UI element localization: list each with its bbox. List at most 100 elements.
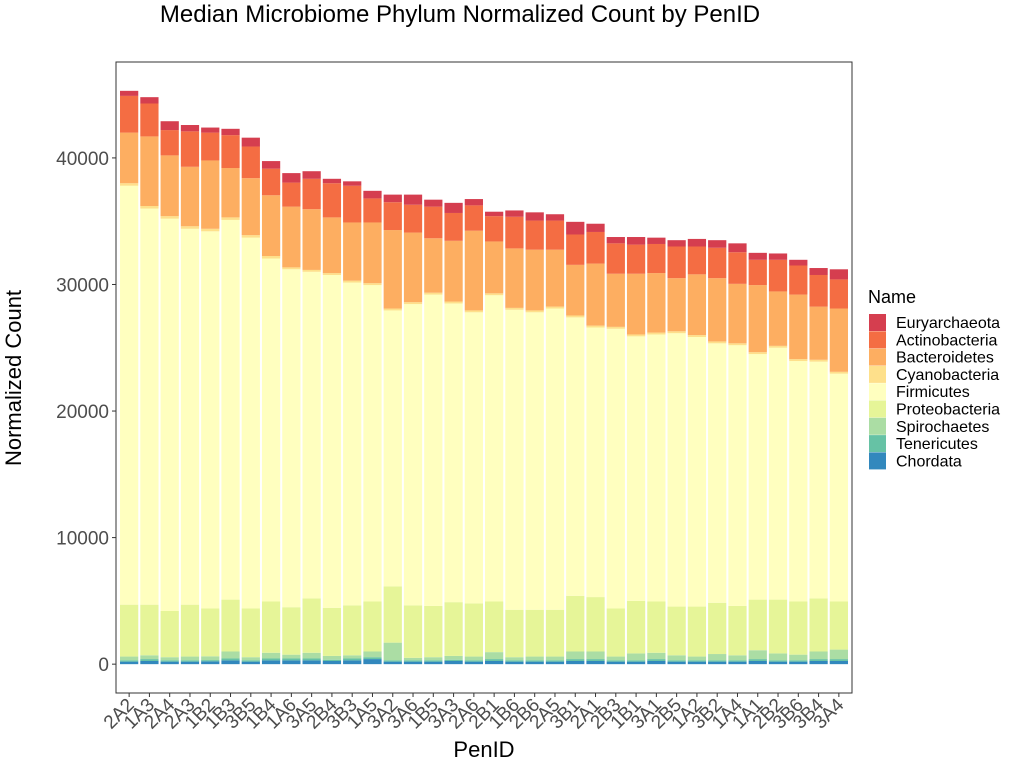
bar-3B5-actinobacteria [241,146,260,179]
bar-1A3-proteobacteria [140,604,159,656]
bar-1B4-actinobacteria [261,168,281,196]
bar-2A4-proteobacteria [160,611,179,658]
bar-2B4-spirochaetes [322,655,342,660]
bar-3B4-tenericutes [809,659,828,661]
y-tick-label: 40000 [56,149,109,170]
bar-1A2-tenericutes [687,660,707,662]
bar-group-3A4 [829,269,848,665]
bar-1B5-actinobacteria [424,206,443,239]
legend-label-euryarchaeota: Euryarchaeota [896,315,1000,332]
bar-1A2-chordata [687,661,707,665]
bar-1A4-tenericutes [728,660,747,662]
bar-2B2-firmicutes [768,347,788,600]
bar-3A5-firmicutes [302,271,321,599]
bar-3A4-actinobacteria [829,279,848,309]
bar-3A6-spirochaetes [403,657,423,661]
bar-1B5-tenericutes [424,660,443,662]
bar-1A5-firmicutes [363,285,382,602]
legend-label-spirochaetes: Spirochaetes [896,419,989,436]
bar-1A1-bacteroidetes [748,285,767,353]
bar-1A3-chordata [140,660,159,665]
bar-3A3-spirochaetes [444,655,463,660]
bar-1A2-cyanobacteria [687,335,707,337]
bar-3B4-euryarchaeota [809,268,828,275]
bar-3B4-chordata [809,660,828,665]
bar-2A4-tenericutes [160,660,179,662]
bar-2A4-euryarchaeota [160,121,179,131]
bar-3B5-spirochaetes [241,657,260,661]
bar-2B5-chordata [667,661,686,665]
bar-2A3-chordata [180,661,200,665]
bar-3A1-firmicutes [647,334,666,602]
bar-2B6-chordata [525,661,544,665]
bar-2A1-tenericutes [586,659,605,661]
bar-1B4-euryarchaeota [261,161,281,169]
bar-2A1-actinobacteria [586,231,605,264]
bar-2B2-actinobacteria [768,259,788,292]
bar-2B1-spirochaetes [485,652,504,660]
bar-1B4-cyanobacteria [261,256,281,259]
bar-3B1-proteobacteria [566,595,585,652]
bar-3A3-bacteroidetes [444,240,463,302]
legend-swatch-tenericutes [869,435,886,453]
bar-1B3-cyanobacteria [221,217,240,220]
bar-3B1-spirochaetes [566,651,585,660]
bar-1B6-cyanobacteria [505,307,524,310]
bar-1B4-proteobacteria [261,601,281,653]
bar-3A4-proteobacteria [829,601,848,650]
bar-1A4-firmicutes [728,345,747,606]
bar-1B1-firmicutes [626,336,646,601]
bar-1A6-spirochaetes [282,654,301,659]
bar-group-3B6 [789,259,808,665]
bar-2A6-firmicutes [464,312,483,604]
bar-3A5-chordata [302,660,321,665]
bar-1A6-firmicutes [282,269,301,608]
bar-1A3-bacteroidetes [140,136,159,207]
bar-3A6-cyanobacteria [403,302,423,305]
bar-1B1-euryarchaeota [626,237,646,245]
bar-1B4-spirochaetes [261,652,281,659]
bar-1B4-tenericutes [261,658,281,661]
bar-1A3-euryarchaeota [140,97,159,104]
bar-group-3B3 [343,181,362,665]
bar-3B3-euryarchaeota [343,181,362,186]
bar-2B2-spirochaetes [768,653,788,661]
bar-3A3-actinobacteria [444,212,463,241]
bar-3A3-firmicutes [444,303,463,603]
bar-3B6-cyanobacteria [789,359,808,362]
bar-2B5-bacteroidetes [667,278,686,332]
bar-2A2-actinobacteria [120,95,139,133]
bar-2A5-actinobacteria [545,220,565,250]
bar-2A5-chordata [545,661,565,665]
bar-3A4-firmicutes [829,373,848,602]
y-axis-label: Normalized Count [1,290,26,466]
bar-3B4-proteobacteria [809,598,828,652]
bar-2B2-proteobacteria [768,599,788,654]
bar-3A1-tenericutes [647,659,666,661]
bar-1B2-cyanobacteria [201,228,220,232]
bar-3A6-actinobacteria [403,204,423,233]
bar-3B2-proteobacteria [708,602,727,655]
legend-swatch-actinobacteria [869,331,886,349]
bar-1A1-tenericutes [748,659,767,661]
bar-3A2-chordata [383,661,402,665]
bar-2B4-firmicutes [322,274,342,608]
bar-2B3-spirochaetes [606,656,625,661]
bar-2B3-euryarchaeota [606,237,625,244]
bar-group-2B6 [525,212,544,665]
bar-2A2-proteobacteria [120,604,139,657]
bar-3B6-euryarchaeota [789,259,808,266]
bar-2B3-firmicutes [606,328,625,609]
bar-2B1-euryarchaeota [485,211,504,217]
bar-2A5-euryarchaeota [545,214,565,221]
bar-1A5-spirochaetes [363,651,382,658]
bar-group-1A5 [363,190,382,665]
bar-2A4-firmicutes [160,218,179,612]
bar-3A5-bacteroidetes [302,209,321,270]
bar-1A5-euryarchaeota [363,190,382,199]
bar-2A6-bacteroidetes [464,230,483,311]
bar-3A6-tenericutes [403,660,423,662]
bar-3A1-spirochaetes [647,652,666,660]
bar-2A5-tenericutes [545,660,565,662]
